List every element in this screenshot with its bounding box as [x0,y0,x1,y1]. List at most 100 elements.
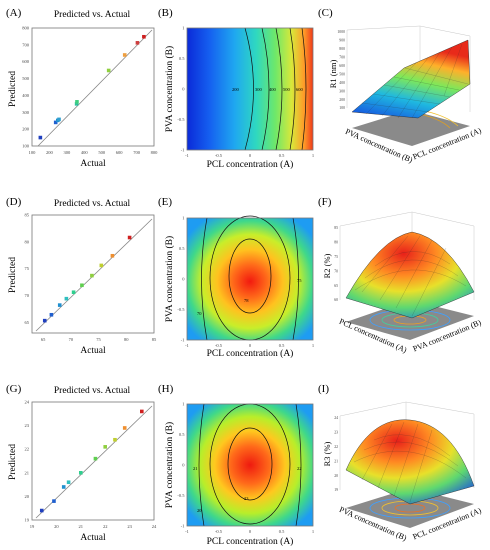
projection-floor-i [346,488,474,528]
plot-frame-e [186,217,314,341]
x-tick-label: 23 [127,524,132,529]
x-axis-label-a: Actual [80,159,106,169]
contour-label: 78 [244,298,249,303]
projection-floor-c [352,110,470,146]
data-point [99,263,104,268]
x-tick-label: 22 [103,524,108,529]
z-ticks-c: 100 200 300 400 500 600 700 800 900 1000 [337,30,345,110]
x-axis-label-e: PCL concentration (A) [207,348,294,359]
x-axis-label-b: PCL concentration (A) [207,159,294,170]
y-tick-label: 20 [25,494,30,499]
chart-title-a: Predicted vs. Actual [54,10,131,20]
y-tick-label: 22 [25,447,30,452]
y-ticks-g: 19 20 21 22 23 24 [25,400,30,523]
data-point [66,480,71,485]
x-tick-label: 70 [69,337,74,342]
x-tick-label: 400 [81,150,89,155]
y-axis-label-e: PVA concentration (B) [164,236,175,322]
y-tick-label: 600 [22,59,30,64]
panel-a: (A) Predicted vs. Actual 100 200 300 400 500… [6,7,158,169]
z-tick-label: 600 [339,64,345,68]
x-tick-label: 85 [152,337,157,342]
x-ticks-d: 65 70 75 80 85 [41,337,157,342]
plot-frame-b [186,27,314,151]
y-tick-label: 400 [22,93,30,98]
x-tick-label: 0.5 [279,153,285,158]
z-tick-label: 85 [334,226,338,230]
contour-fill-b [187,28,313,150]
x-ticks-h: -1 -0.5 0 0.5 1 [185,529,314,534]
panel-e: (E) 78 75 70 -1 -0.5 0 0.5 1 -1 -0.5 0 0.5 1 PCL… [158,196,314,359]
y-tick-label: 21 [25,470,30,475]
x-tick-label: 600 [116,150,124,155]
y-ticks-h: -1 -0.5 0 0.5 1 [177,402,185,529]
z-tick-label: 21 [334,459,338,463]
contour-label: 70 [197,311,202,316]
contour-fill-h [187,404,313,526]
panel-label-f: (F) [318,196,332,208]
contour-label: 22 [297,466,302,471]
y-tick-label: -0.5 [177,117,185,122]
y-tick-label: 500 [22,76,30,81]
z-tick-label: 65 [334,284,338,288]
z-tick-label: 500 [339,72,345,76]
z-tick-label: 100 [339,106,345,110]
z-tick-label: 75 [334,255,338,259]
y-tick-label: 24 [25,400,30,405]
panel-h: (H) 23 22 21 20 -1 -0.5 0 0.5 1 -1-0.500.51 … [158,383,314,547]
data-point [57,303,62,307]
x-tick-label: 0 [249,153,252,158]
data-point [79,471,83,475]
x-tick-label: 21 [79,524,84,529]
x-axis-label-d: Actual [80,346,106,356]
contour-label: 500 [283,87,291,92]
data-point [71,290,76,295]
x-tick-label: 500 [98,150,106,155]
y-tick-label: 1 [182,402,184,407]
contour-label: 20 [197,508,202,513]
x-tick-label: 80 [124,337,129,342]
contour-label: 21 [193,466,198,471]
response-surface-i [345,419,475,505]
y-ticks-e: -1 -0.5 0 0.5 1 [177,216,185,343]
data-point [142,34,146,39]
plot-frame-g [31,401,155,521]
y-tick-label: 23 [25,423,30,428]
data-point [64,296,69,301]
y-tick-label: -0.5 [177,307,185,312]
panel-label-c: (C) [318,7,333,19]
response-surface-f [345,231,475,319]
contour-label: 75 [297,278,302,283]
panel-g: (G) Predicted vs. Actual 19 20 21 22 23 24 19… [6,383,157,543]
z-axis-label-f: R2 (%) [322,253,332,278]
z-tick-label: 300 [339,89,345,93]
x-tick-label: 800 [151,150,159,155]
x-tick-label: 24 [152,524,157,529]
y-axis-label-g: Predicted [8,444,18,480]
contour-label: 200 [232,87,240,92]
data-point [49,312,54,317]
panel-d: (D) Predicted vs. Actual 65 70 75 80 85 65 70… [6,196,157,356]
data-point [127,235,132,240]
z-axis-label-c: R1 (nm) [328,60,338,89]
y-tick-label: 0 [182,277,185,282]
z-tick-label: 1000 [337,30,345,34]
x-tick-label: 65 [41,337,46,342]
plot-frame-a [31,27,155,147]
z-tick-label: 80 [334,241,338,245]
x-ticks-a: 100 200 300 400 500 600 700 800 [29,150,159,155]
contour-labels-b: 200 300 400 500 600 [232,87,304,92]
data-point [135,41,140,45]
data-point [122,426,127,430]
x-tick-label: 1 [312,153,314,158]
panel-label-e: (E) [158,196,172,208]
panel-label-b: (B) [158,7,173,19]
z-tick-label: 900 [339,39,345,43]
z-ticks-i: 19 20 21 22 23 24 [334,416,338,492]
surface-mesh-c [361,43,469,119]
x-tick-label: 200 [46,150,54,155]
data-point [42,318,47,323]
y-tick-label: 700 [22,42,30,47]
